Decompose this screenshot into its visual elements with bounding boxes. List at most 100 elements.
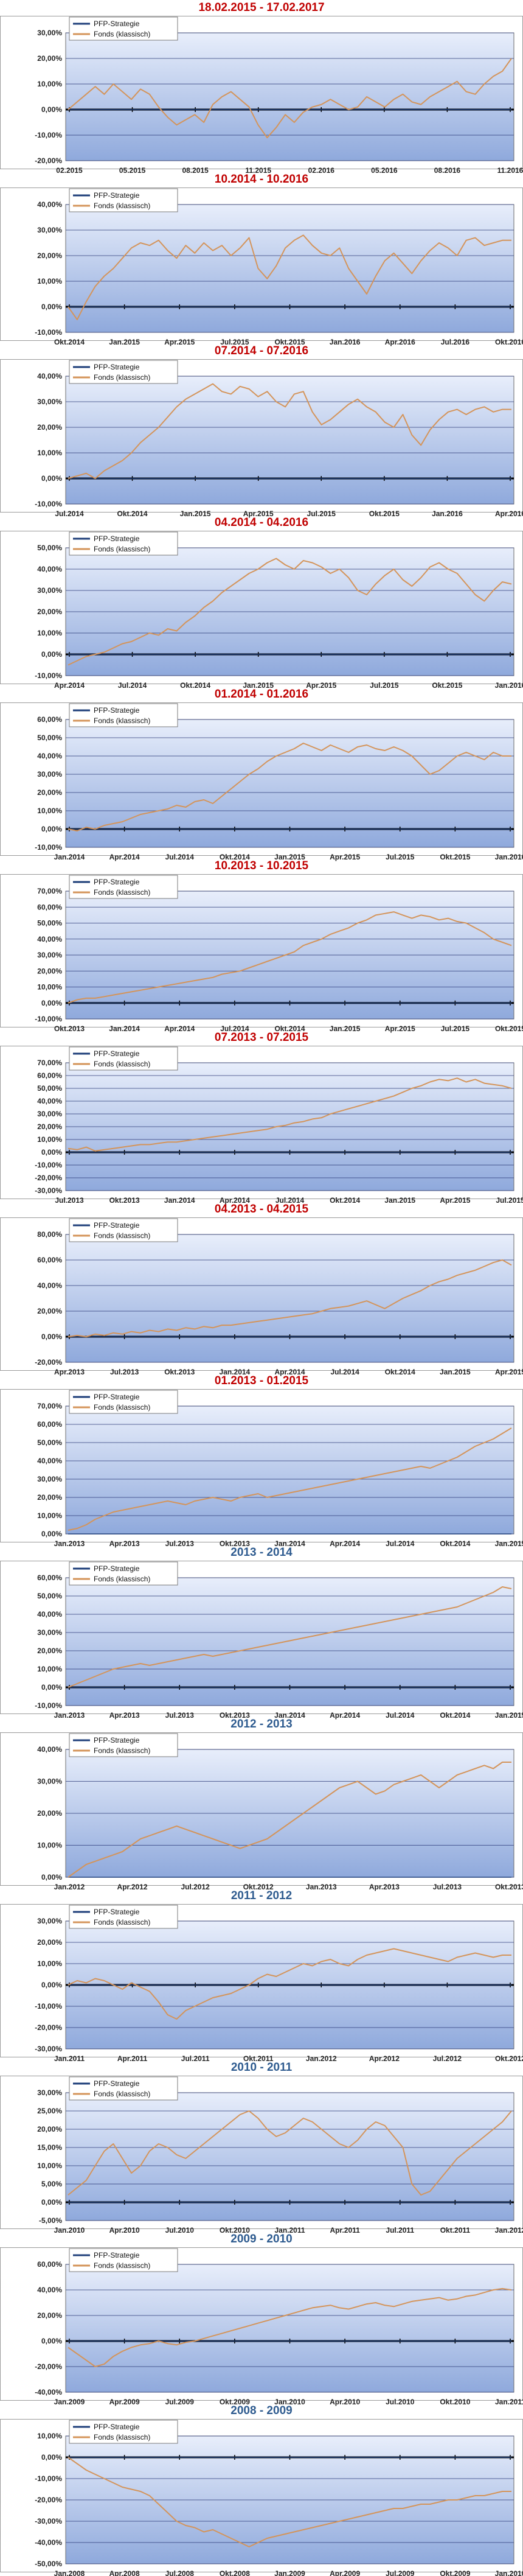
x-tick-label: Jul.2014 [386, 1711, 415, 1720]
x-tick-label: Jul.2014 [118, 681, 147, 690]
plot-area [65, 1405, 514, 1535]
x-tick-label: Jul.2016 [441, 338, 470, 346]
plot-area [65, 1234, 514, 1363]
legend: PFP-Strategie Fonds (klassisch) [69, 2076, 178, 2101]
y-tick-label: 0,00% [41, 1530, 62, 1538]
legend-box [69, 1046, 178, 1071]
chart-panel: 04.2013 - 04.2015 80,00% 60,00% 40,00% 20,00… [0, 1202, 523, 1376]
x-tick-label: Apr.2015 [164, 338, 195, 346]
y-tick-label: 0,00% [41, 2198, 62, 2207]
x-tick-label: Apr.2013 [54, 1368, 85, 1376]
legend-label: Fonds (klassisch) [94, 2090, 150, 2098]
y-tick-label: 60,00% [37, 1071, 62, 1080]
y-tick-label: -20,00% [35, 2023, 62, 2032]
x-tick-label: Jan.2008 [54, 2569, 85, 2576]
x-tick-label: Jul.2015 [441, 1024, 470, 1033]
legend-box [69, 16, 178, 41]
y-tick-label: -20,00% [35, 2362, 62, 2371]
x-tick-label: Okt.2015 [432, 681, 462, 690]
y-tick-label: 60,00% [37, 2260, 62, 2269]
legend-label: PFP-Strategie [94, 878, 140, 886]
legend-label: Fonds (klassisch) [94, 716, 150, 725]
y-tick-label: 60,00% [37, 1573, 62, 1582]
y-tick-label: 20,00% [37, 251, 62, 260]
chart-svg: 40,00%30,00%20,00%10,00%0,00%-10,00%Jul.… [35, 360, 523, 518]
y-tick-label: 40,00% [37, 1457, 62, 1465]
y-tick-label: 60,00% [37, 1420, 62, 1429]
series-line-fonds [68, 1077, 512, 1152]
x-tick-label: Jul.2012 [433, 2054, 462, 2063]
x-tick-label: Jul.2009 [165, 2398, 195, 2406]
chart-svg: 30,00% 25,00% 20,00% 15,00% 10,00% 5,00% 0,00%… [37, 2076, 523, 2235]
series-line-fonds [68, 58, 512, 139]
y-tick-label: 70,00% [37, 1059, 62, 1067]
y-tick-label: -10,00% [35, 131, 62, 139]
chart-panel: 2012 - 2013 40,00% 30,00% 20,00% 10,00% 0,00%… [0, 1717, 523, 1891]
x-tick-label: 11.2016 [497, 166, 523, 175]
y-tick-label: 10,00% [37, 1841, 62, 1850]
y-tick-label: 20,00% [37, 54, 62, 63]
chart-svg: 60,00% 50,00% 40,00% 30,00% 20,00% 10,00% 0,00… [35, 1561, 523, 1720]
y-tick-label: 40,00% [37, 565, 62, 573]
chart-svg: 70,00% 60,00% 50,00% 40,00% 30,00% 20,00% 10,0… [37, 1390, 523, 1548]
legend-label: Fonds (klassisch) [94, 1746, 150, 1755]
x-tick-label: 08.2016 [434, 166, 461, 175]
legend-label: Fonds (klassisch) [94, 545, 150, 553]
legend-label: PFP-Strategie [94, 2079, 140, 2088]
legend-box [69, 2076, 178, 2101]
legend-box [69, 1390, 178, 1414]
y-tick-label: 30,00% [37, 2088, 62, 2097]
y-tick-label: 30,00% [37, 951, 62, 959]
x-tick-label: Okt.2014 [180, 681, 210, 690]
x-tick-label: Jul.2015 [220, 338, 249, 346]
x-tick-label: Apr.2014 [220, 1196, 250, 1205]
x-tick-label: Okt.2008 [220, 2569, 250, 2576]
x-tick-label: Jan.2014 [109, 1024, 140, 1033]
x-tick-label: 05.2015 [119, 166, 146, 175]
chart-title: 2012 - 2013 [230, 1718, 293, 1731]
x-tick-label: Jan.2015 [495, 1539, 523, 1548]
x-tick-label: Jan.2015 [495, 1711, 523, 1720]
x-tick-label: Apr.2015 [306, 681, 336, 690]
legend-label: PFP-Strategie [94, 1736, 140, 1745]
x-tick-label: Okt.2012 [495, 2054, 523, 2063]
legend-box [69, 1905, 178, 1929]
chart-svg: 80,00%60,00%40,00%20,00%0,00%-20,00%Apr.… [35, 1218, 523, 1376]
y-tick-label: -10,00% [35, 2002, 62, 2011]
legend-box [69, 188, 178, 212]
chart-title: 2009 - 2010 [230, 2233, 293, 2245]
plot-area [65, 376, 514, 505]
y-tick-label: 50,00% [37, 1592, 62, 1600]
x-tick-label: Okt.2013 [54, 1024, 85, 1033]
x-tick-label: Jul.2014 [275, 1196, 305, 1205]
x-tick-label: Okt.2011 [440, 2226, 471, 2235]
y-tick-label: 50,00% [37, 919, 62, 928]
y-tick-label: -20,00% [35, 2496, 62, 2504]
legend-box [69, 360, 178, 384]
x-tick-label: Apr.2015 [385, 1024, 415, 1033]
chart-svg: 10,00% 0,00% -10,00% -20,00% -30,00% -40,00% -… [35, 2420, 523, 2576]
legend-box [69, 875, 178, 899]
y-tick-label: -30,00% [35, 2517, 62, 2525]
x-tick-label: Apr.2014 [109, 853, 140, 861]
chart-panel: 2009 - 2010 60,00% 40,00% 20,00% 0,00% -20,00… [0, 2231, 523, 2406]
x-tick-label: Jan.2010 [495, 2569, 523, 2576]
x-tick-label: Okt.2014 [117, 509, 148, 518]
y-tick-label: 30,00% [37, 1475, 62, 1483]
chart-title: 2013 - 2014 [230, 1546, 293, 1559]
x-tick-label: Apr.2011 [330, 2226, 360, 2235]
x-tick-label: Okt.2012 [243, 1883, 274, 1891]
x-tick-label: Okt.2014 [274, 1024, 305, 1033]
y-tick-label: 0,00% [41, 303, 62, 311]
legend-box [69, 1733, 178, 1757]
x-tick-label: Apr.2014 [54, 681, 85, 690]
chart-title: 2008 - 2009 [230, 2404, 293, 2417]
y-tick-label: 40,00% [37, 1097, 62, 1105]
chart-svg: 50,00% 40,00% 30,00% 20,00% 10,00% 0,00% -10,0… [35, 531, 523, 690]
y-tick-label: 10,00% [37, 449, 62, 457]
x-tick-label: Apr.2009 [109, 2398, 140, 2406]
x-tick-label: Jan.2014 [54, 853, 85, 861]
